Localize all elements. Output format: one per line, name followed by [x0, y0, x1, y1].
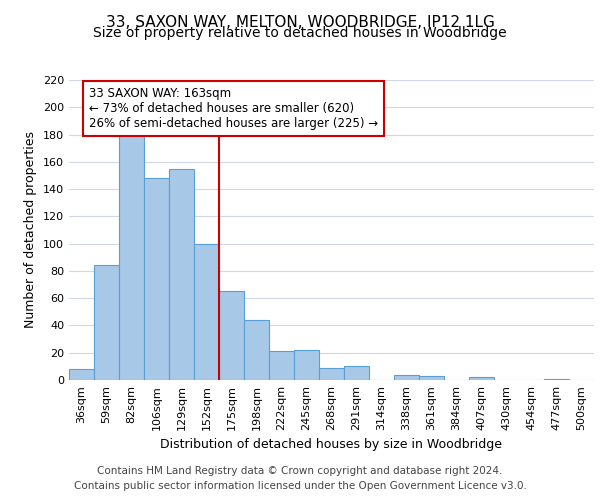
Bar	[394, 374, 419, 380]
Bar	[344, 366, 369, 380]
Bar	[169, 168, 194, 380]
Bar	[544, 378, 569, 380]
Bar	[69, 369, 94, 380]
Bar	[94, 266, 119, 380]
Text: Contains HM Land Registry data © Crown copyright and database right 2024.: Contains HM Land Registry data © Crown c…	[97, 466, 503, 476]
Bar	[469, 378, 494, 380]
X-axis label: Distribution of detached houses by size in Woodbridge: Distribution of detached houses by size …	[161, 438, 503, 452]
Bar	[419, 376, 444, 380]
Bar	[144, 178, 169, 380]
Bar	[319, 368, 344, 380]
Bar	[119, 136, 144, 380]
Bar	[269, 352, 294, 380]
Text: Size of property relative to detached houses in Woodbridge: Size of property relative to detached ho…	[93, 26, 507, 40]
Y-axis label: Number of detached properties: Number of detached properties	[25, 132, 37, 328]
Bar	[294, 350, 319, 380]
Text: Contains public sector information licensed under the Open Government Licence v3: Contains public sector information licen…	[74, 481, 526, 491]
Bar	[194, 244, 219, 380]
Text: 33 SAXON WAY: 163sqm
← 73% of detached houses are smaller (620)
26% of semi-deta: 33 SAXON WAY: 163sqm ← 73% of detached h…	[89, 87, 378, 130]
Bar	[244, 320, 269, 380]
Bar	[219, 292, 244, 380]
Text: 33, SAXON WAY, MELTON, WOODBRIDGE, IP12 1LG: 33, SAXON WAY, MELTON, WOODBRIDGE, IP12 …	[106, 15, 494, 30]
